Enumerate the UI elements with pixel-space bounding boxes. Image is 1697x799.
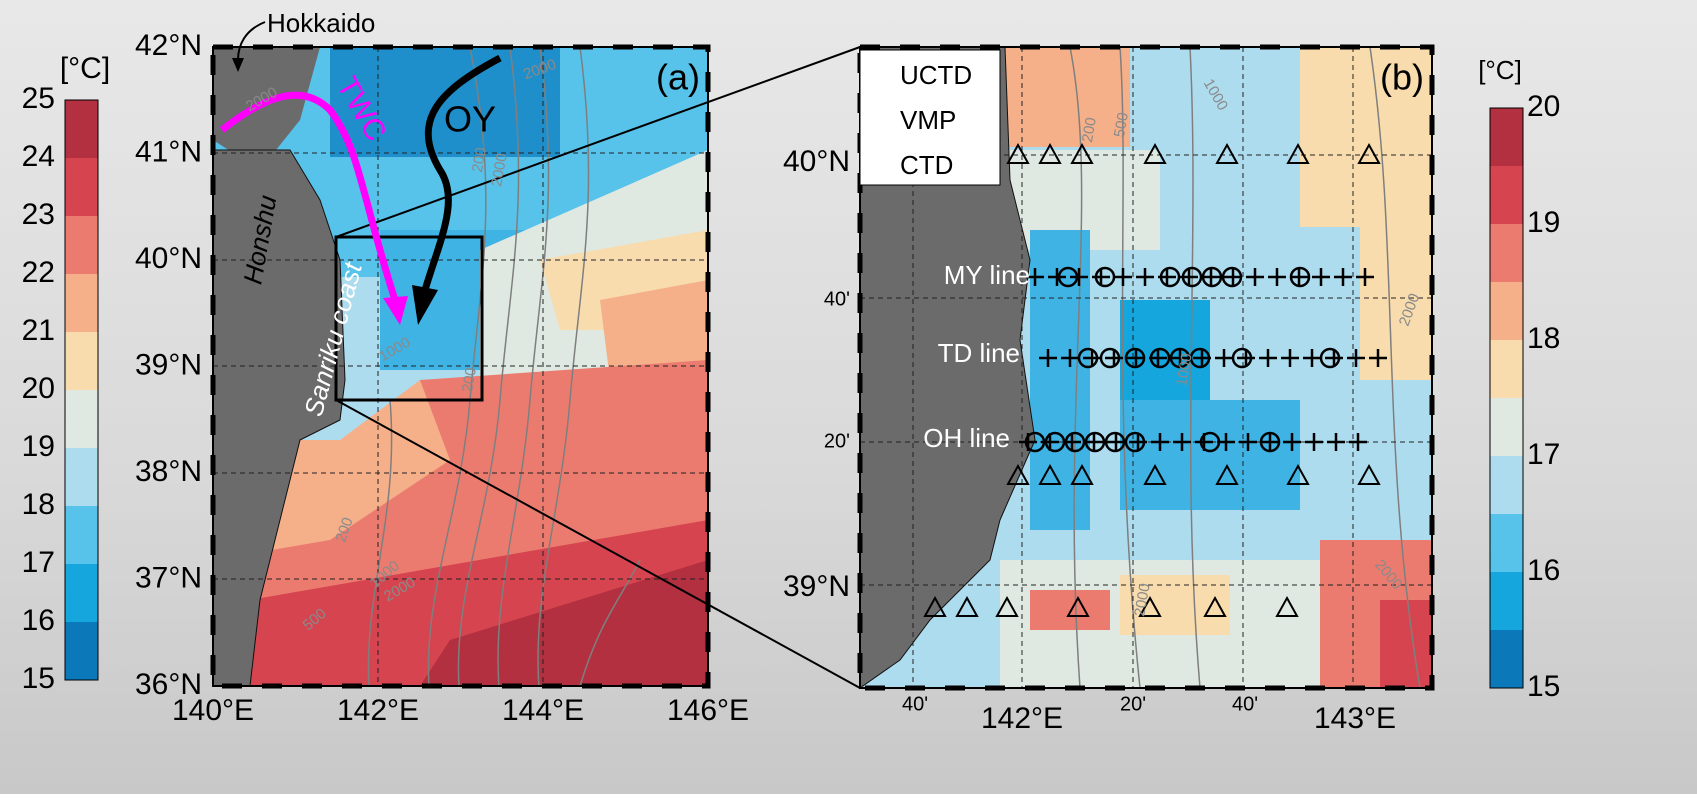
colorbar-tick-label: 16	[1527, 554, 1560, 587]
lat-label: 40°N	[783, 145, 850, 178]
colorbar-bin	[65, 216, 98, 274]
lat-label: 38°N	[135, 455, 202, 488]
lat-label: 37°N	[135, 561, 202, 594]
colorbar-bin	[1490, 630, 1523, 688]
panel-label: (b)	[1380, 57, 1424, 98]
colorbar-tick-label: 20	[1527, 90, 1560, 123]
colorbar-tick-label: 19	[22, 430, 55, 463]
legend-label: UCTD	[900, 60, 972, 90]
lon-label: 144°E	[502, 694, 584, 727]
colorbar-unit: [°C]	[1478, 55, 1522, 85]
colorbar-tick-label: 19	[1527, 206, 1560, 239]
lat-label: 20'	[824, 430, 850, 452]
colorbar-bin	[65, 622, 98, 680]
colorbar-tick-label: 24	[22, 140, 55, 173]
colorbar-tick-label: 17	[1527, 438, 1560, 471]
colorbar-bin	[1490, 340, 1523, 398]
colorbar-bin	[1490, 282, 1523, 340]
colorbar-bin	[1490, 398, 1523, 456]
lat-label: 39°N	[783, 570, 850, 603]
lon-label: 143°E	[1314, 702, 1396, 735]
lon-label: 20'	[1120, 693, 1146, 715]
lon-label: 146°E	[667, 694, 749, 727]
panel-label: (a)	[656, 57, 700, 98]
colorbar-bin	[1490, 108, 1523, 166]
lon-label: 142°E	[337, 694, 419, 727]
colorbar-tick-label: 25	[22, 82, 55, 115]
lat-label: 39°N	[135, 348, 202, 381]
colorbar-bin	[65, 158, 98, 216]
legend-label: CTD	[900, 150, 953, 180]
colorbar-bin	[65, 274, 98, 332]
sst-field-a	[213, 47, 708, 700]
lon-label: 140°E	[172, 694, 254, 727]
colorbar-tick-label: 20	[22, 372, 55, 405]
colorbar-tick-label: 23	[22, 198, 55, 231]
colorbar-bin	[1490, 456, 1523, 514]
label: OY	[444, 99, 496, 140]
colorbar-bin	[1490, 166, 1523, 224]
colorbar-tick-label: 21	[22, 314, 55, 347]
colorbar-bin	[1490, 514, 1523, 572]
colorbar-bin	[65, 448, 98, 506]
colorbar-unit: [°C]	[60, 52, 110, 85]
lon-label: 40'	[1232, 693, 1258, 715]
colorbar-bin	[65, 564, 98, 622]
lat-label: 42°N	[135, 29, 202, 62]
lat-label: 41°N	[135, 135, 202, 168]
lon-label: 40'	[902, 693, 928, 715]
line-label: OH line	[923, 423, 1010, 453]
line-label: MY line	[944, 260, 1030, 290]
colorbar-tick-label: 18	[1527, 322, 1560, 355]
figure: Hokkaido Honshu Sanriku coast TWC OY (a)…	[0, 0, 1697, 794]
colorbar-bin	[1490, 572, 1523, 630]
legend-label: VMP	[900, 105, 956, 135]
lat-label: 40'	[824, 288, 850, 310]
line-label: TD line	[938, 338, 1020, 368]
colorbar-tick-label: 15	[1527, 670, 1560, 703]
colorbar-tick-label: 16	[22, 604, 55, 637]
colorbar-tick-label: 18	[22, 488, 55, 521]
colorbar-tick-label: 22	[22, 256, 55, 289]
colorbar-bin	[1490, 224, 1523, 282]
colorbar-tick-label: 17	[22, 546, 55, 579]
label: Hokkaido	[267, 8, 375, 38]
lon-label: 142°E	[981, 702, 1063, 735]
colorbar-bin	[65, 506, 98, 564]
colorbar-bin	[65, 100, 98, 158]
colorbar-tick-label: 15	[22, 662, 55, 695]
colorbar-bin	[65, 332, 98, 390]
colorbar-bin	[65, 390, 98, 448]
lat-label: 40°N	[135, 242, 202, 275]
